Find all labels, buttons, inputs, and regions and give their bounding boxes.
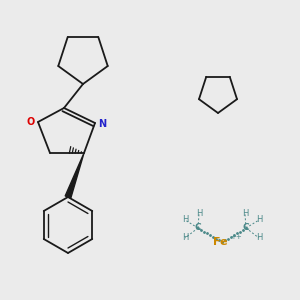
Text: H: H xyxy=(256,215,262,224)
Text: O: O xyxy=(27,117,35,127)
Text: Fe: Fe xyxy=(213,237,227,247)
Text: ++: ++ xyxy=(230,234,242,240)
Polygon shape xyxy=(65,153,84,198)
Text: C: C xyxy=(195,224,201,232)
Text: H: H xyxy=(182,233,188,242)
Text: H: H xyxy=(256,233,262,242)
Text: H: H xyxy=(196,209,202,218)
Text: N: N xyxy=(98,119,106,129)
Text: H: H xyxy=(242,209,248,218)
Text: C: C xyxy=(243,224,249,232)
Text: H: H xyxy=(182,215,188,224)
